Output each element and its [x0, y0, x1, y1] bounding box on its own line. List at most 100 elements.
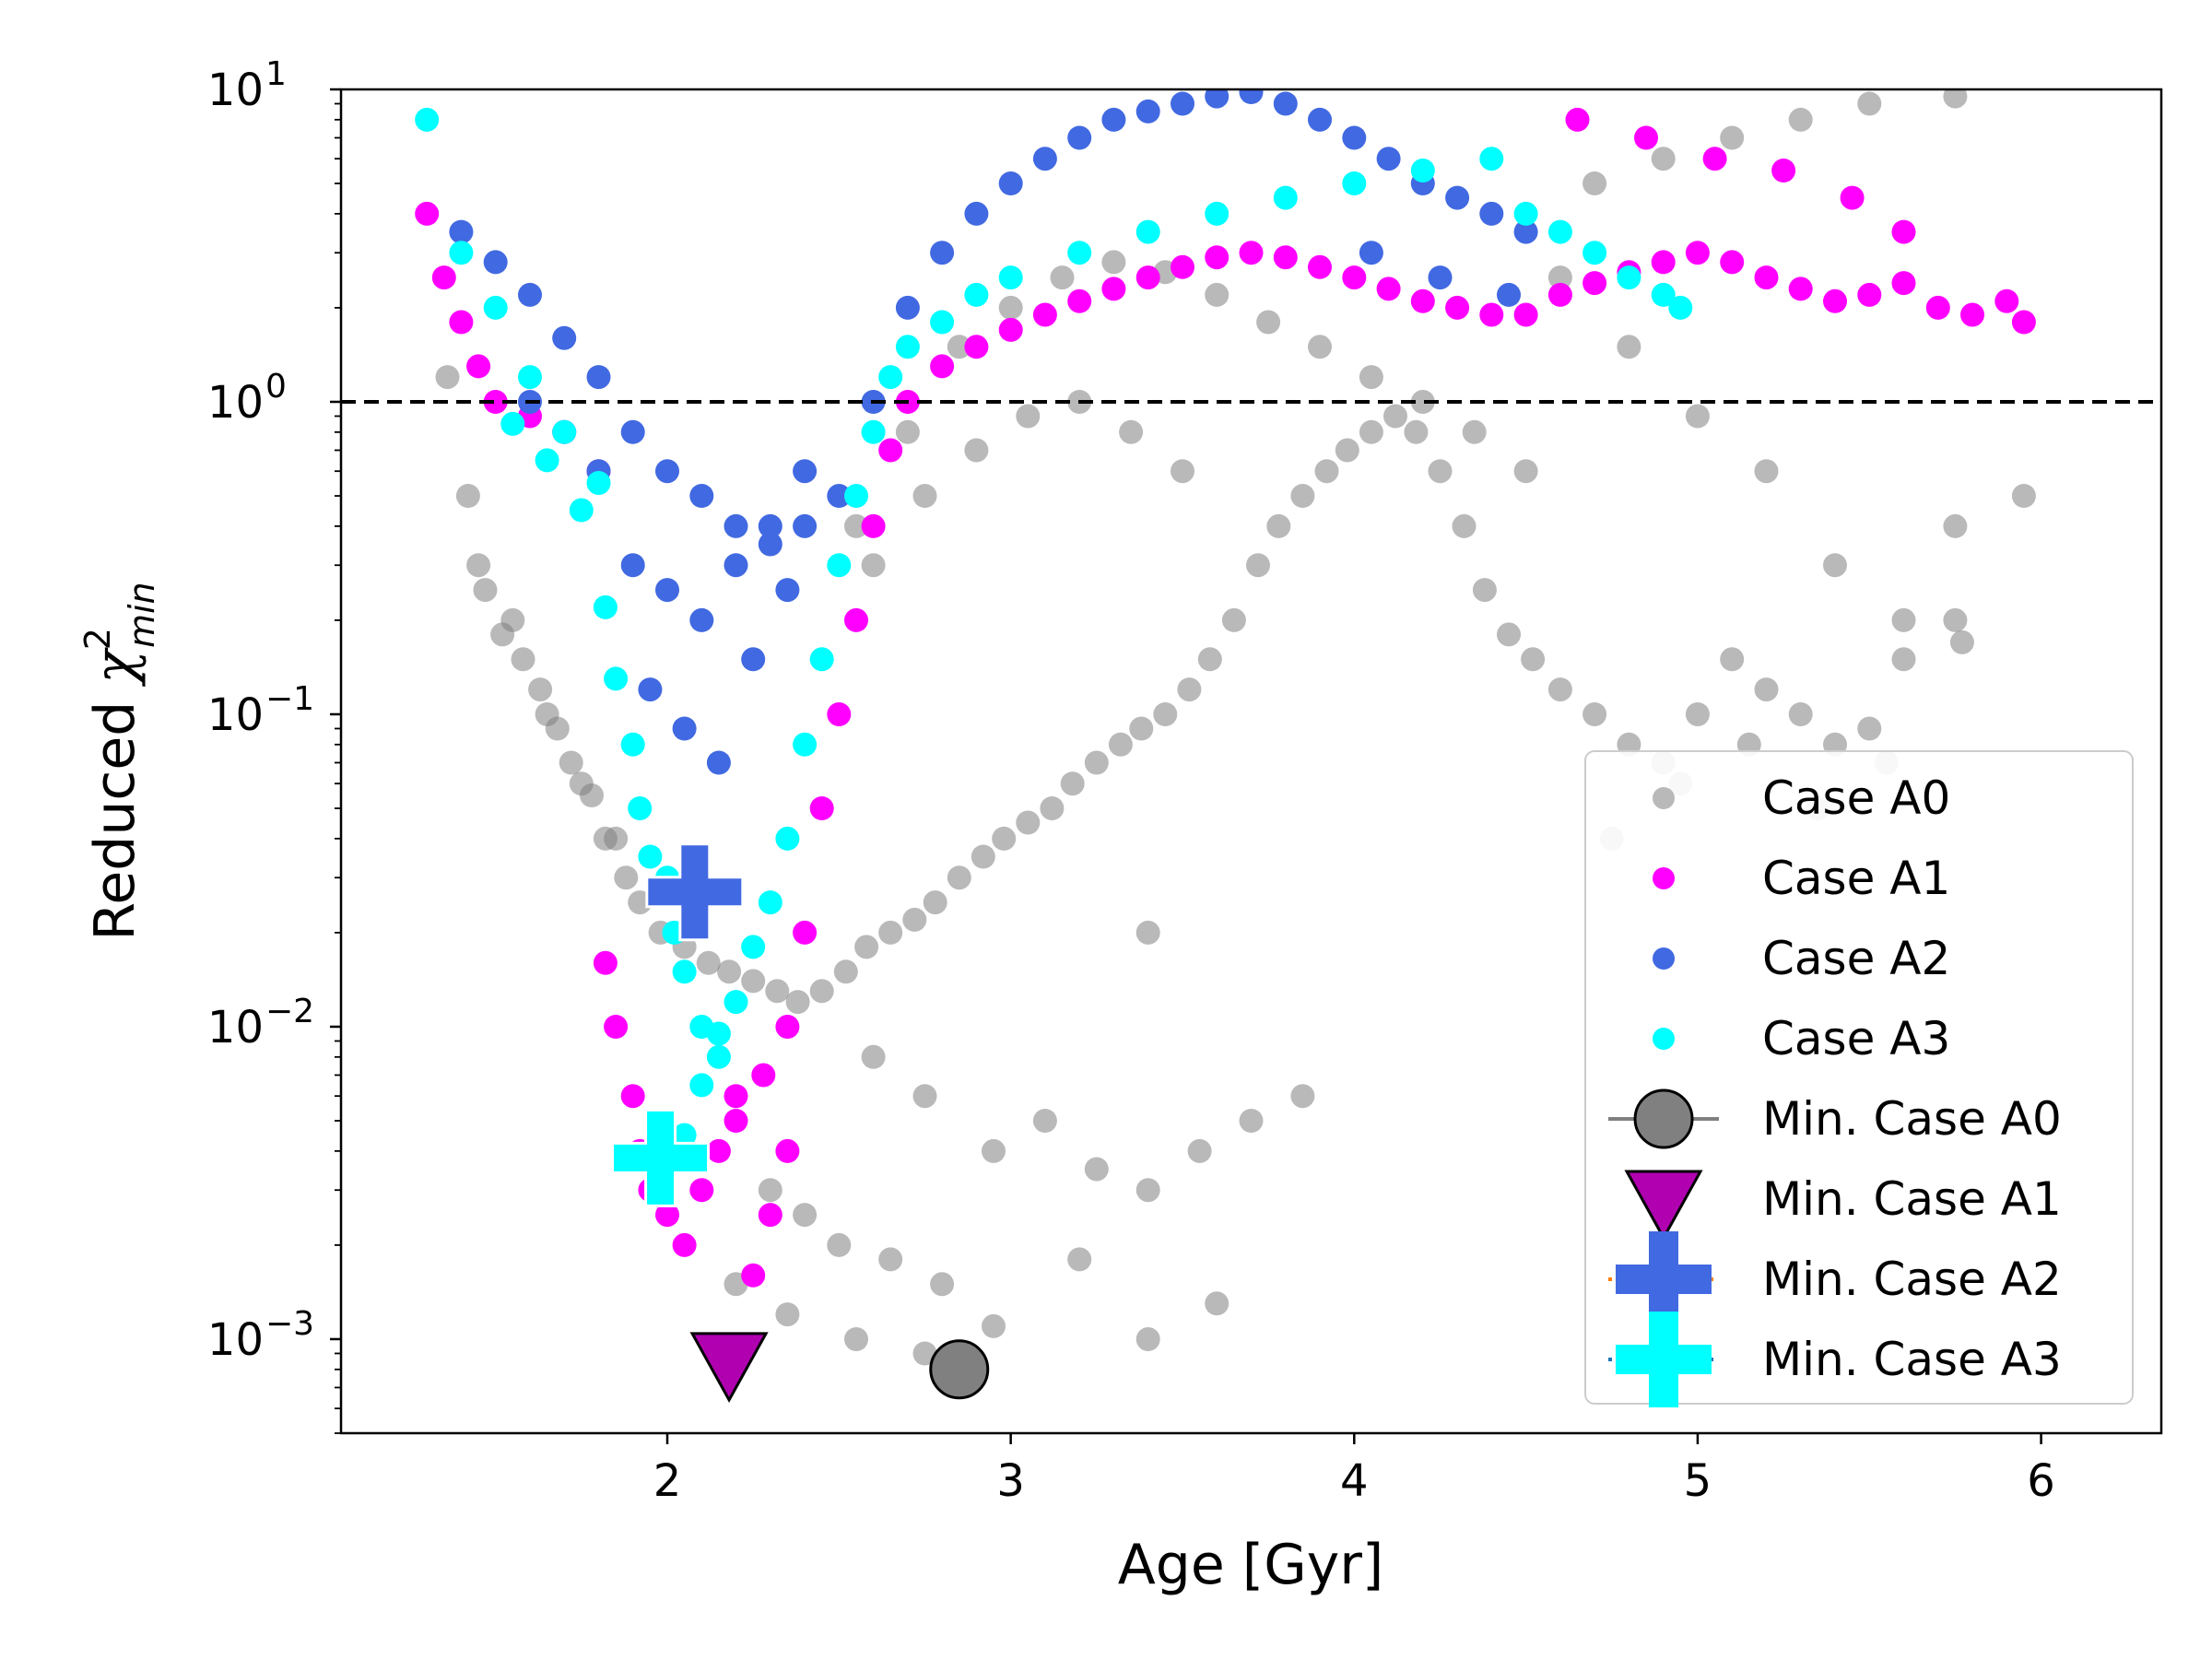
data-point — [569, 771, 594, 796]
data-point — [724, 513, 748, 538]
data-point — [672, 1123, 697, 1147]
min-case-a1-marker — [689, 1332, 769, 1403]
data-point — [1308, 335, 1332, 359]
data-point — [552, 325, 577, 350]
data-point — [1445, 185, 1470, 210]
data-point — [706, 750, 731, 775]
data-point — [895, 295, 920, 320]
data-point — [593, 950, 618, 975]
data-point — [1376, 276, 1401, 301]
data-point — [1205, 89, 1230, 109]
data-point — [765, 979, 790, 1004]
data-point — [473, 578, 498, 603]
data-point — [1404, 419, 1429, 444]
data-point — [1428, 459, 1453, 484]
data-point — [878, 438, 903, 463]
data-point — [620, 732, 645, 757]
data-point — [655, 1203, 679, 1228]
data-point — [930, 354, 955, 379]
data-point — [1067, 1247, 1092, 1272]
data-point — [1032, 1109, 1057, 1133]
data-point — [1119, 419, 1144, 444]
data-point — [1583, 171, 1607, 195]
data-point — [1067, 125, 1092, 150]
data-point — [1205, 245, 1230, 270]
legend-min-case-a3-label: Min. Case A3 — [1762, 1333, 2062, 1386]
data-point — [1823, 288, 1847, 313]
data-point — [1547, 282, 1572, 307]
data-point — [1359, 419, 1383, 444]
data-point — [1651, 147, 1676, 171]
data-point — [1754, 265, 1779, 290]
data-point — [775, 578, 800, 603]
data-point — [1702, 147, 1727, 171]
data-point — [964, 438, 989, 463]
data-point — [620, 419, 645, 444]
data-point — [741, 647, 766, 672]
data-point — [793, 1203, 818, 1228]
data-point — [998, 171, 1023, 195]
data-point — [854, 935, 879, 959]
data-point — [1101, 107, 1126, 132]
data-point — [1016, 404, 1041, 429]
data-point — [1651, 250, 1676, 275]
data-point — [1205, 282, 1230, 307]
data-point — [1452, 513, 1477, 538]
data-point — [435, 365, 460, 390]
data-point — [982, 1138, 1006, 1163]
data-point — [1857, 91, 1882, 116]
data-point — [614, 865, 639, 890]
data-point — [1497, 622, 1521, 647]
data-point — [1359, 365, 1383, 390]
y-tick-label: 10−2 — [207, 993, 314, 1053]
data-point — [793, 732, 818, 757]
data-point — [1129, 716, 1154, 741]
data-point — [1925, 295, 1950, 320]
legend-min-case-a2: Min. Case A2 — [1608, 1231, 2062, 1327]
data-point — [1754, 459, 1779, 484]
x-tick-label: 6 — [2027, 1455, 2055, 1507]
data-point — [1462, 419, 1487, 444]
data-point — [1617, 335, 1641, 359]
data-point — [1479, 147, 1504, 171]
legend-case-a2-symbol — [1653, 947, 1675, 970]
data-point — [1497, 282, 1521, 307]
data-point — [724, 990, 748, 1015]
data-point — [758, 513, 782, 538]
data-point — [552, 419, 577, 444]
data-point — [483, 390, 508, 414]
legend-case-a1: Case A1 — [1653, 852, 1950, 905]
data-point — [706, 1138, 731, 1163]
data-point — [982, 1313, 1006, 1338]
data-point — [1084, 1157, 1109, 1182]
data-point — [964, 282, 989, 307]
data-point — [1949, 629, 1974, 654]
scatter-points — [415, 89, 2036, 1366]
data-point — [741, 935, 766, 959]
data-point — [500, 607, 525, 632]
data-point — [1634, 125, 1658, 150]
data-point — [689, 484, 714, 508]
data-point — [998, 295, 1023, 320]
legend-case-a3: Case A3 — [1653, 1012, 1950, 1065]
legend-case-a3-label: Case A3 — [1762, 1012, 1950, 1065]
data-point — [1342, 125, 1367, 150]
data-point — [861, 1044, 886, 1069]
data-point — [775, 1138, 800, 1163]
data-point — [431, 265, 456, 290]
legend-case-a1-label: Case A1 — [1762, 852, 1950, 905]
data-point — [1583, 702, 1607, 726]
data-point — [1032, 147, 1057, 171]
legend-min-case-a1-label: Min. Case A1 — [1762, 1172, 2062, 1226]
data-point — [511, 647, 535, 672]
data-point — [758, 1178, 782, 1203]
data-point — [758, 532, 782, 557]
data-point — [1472, 578, 1497, 603]
data-point — [500, 411, 525, 436]
data-point — [638, 844, 663, 869]
data-point — [1788, 107, 1813, 132]
data-point — [1290, 484, 1315, 508]
data-point — [964, 335, 989, 359]
data-point — [1290, 1084, 1315, 1109]
data-point — [1547, 219, 1572, 244]
